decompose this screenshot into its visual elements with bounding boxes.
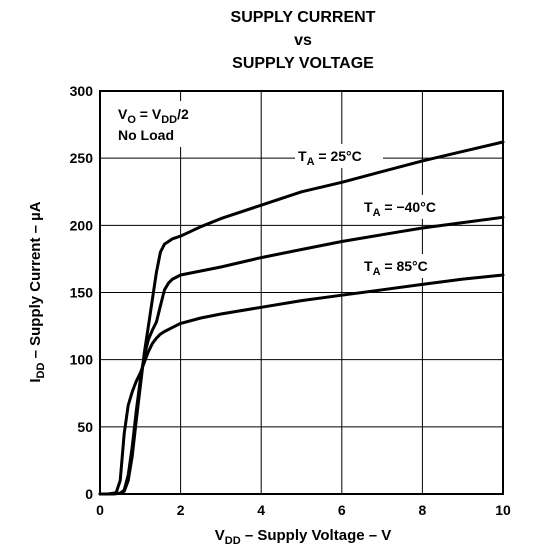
plot-frame	[99, 90, 504, 495]
x-axis-ticks: 0 2 4 6 8 10	[96, 502, 511, 518]
conditions-line-2: No Load	[118, 127, 174, 143]
x-tick-label: 2	[177, 502, 185, 518]
x-axis-label: VDD – Supply Voltage – V	[215, 527, 392, 547]
series-label-85c: TA = 85°C	[360, 254, 448, 278]
series-label-minus40c: TA = −40°C	[360, 195, 456, 219]
x-tick-label: 10	[495, 502, 511, 518]
series-line-2	[98, 273, 505, 496]
series-label-25c: TA = 25°C	[295, 144, 383, 168]
y-tick-label: 0	[85, 486, 93, 502]
conditions-backdrop	[113, 101, 225, 147]
chart-title-line-2: vs	[294, 32, 312, 49]
chart-title-line-3: SUPPLY VOLTAGE	[232, 55, 374, 72]
chart-series	[98, 140, 505, 496]
series-label-85c-text: TA = 85°C	[364, 258, 428, 278]
series-label-25c-text: TA = 25°C	[298, 148, 362, 168]
series-line-0	[98, 140, 505, 496]
y-axis-label: IDD – Supply Current – µA	[27, 201, 47, 382]
x-tick-label: 8	[419, 502, 427, 518]
conditions-line-1: VO = VDD/2	[118, 106, 189, 126]
series-line-1	[98, 215, 505, 496]
y-tick-label: 200	[70, 217, 94, 233]
series-label-minus40c-text: TA = −40°C	[364, 199, 436, 219]
y-tick-label: 300	[70, 83, 94, 99]
x-tick-label: 4	[257, 502, 265, 518]
y-tick-label: 50	[77, 419, 93, 435]
y-tick-label: 150	[70, 285, 94, 301]
y-tick-label: 250	[70, 150, 94, 166]
series-label-85c-backdrop	[360, 254, 448, 278]
series-label-25c-backdrop	[295, 144, 383, 168]
y-tick-label: 100	[70, 352, 94, 368]
series-label-minus40c-backdrop	[360, 195, 456, 219]
x-tick-label: 0	[96, 502, 104, 518]
y-axis-ticks: 0 50 100 150 200 250 300	[70, 83, 94, 502]
chart-title-line-1: SUPPLY CURRENT	[231, 9, 376, 26]
x-tick-label: 6	[338, 502, 346, 518]
